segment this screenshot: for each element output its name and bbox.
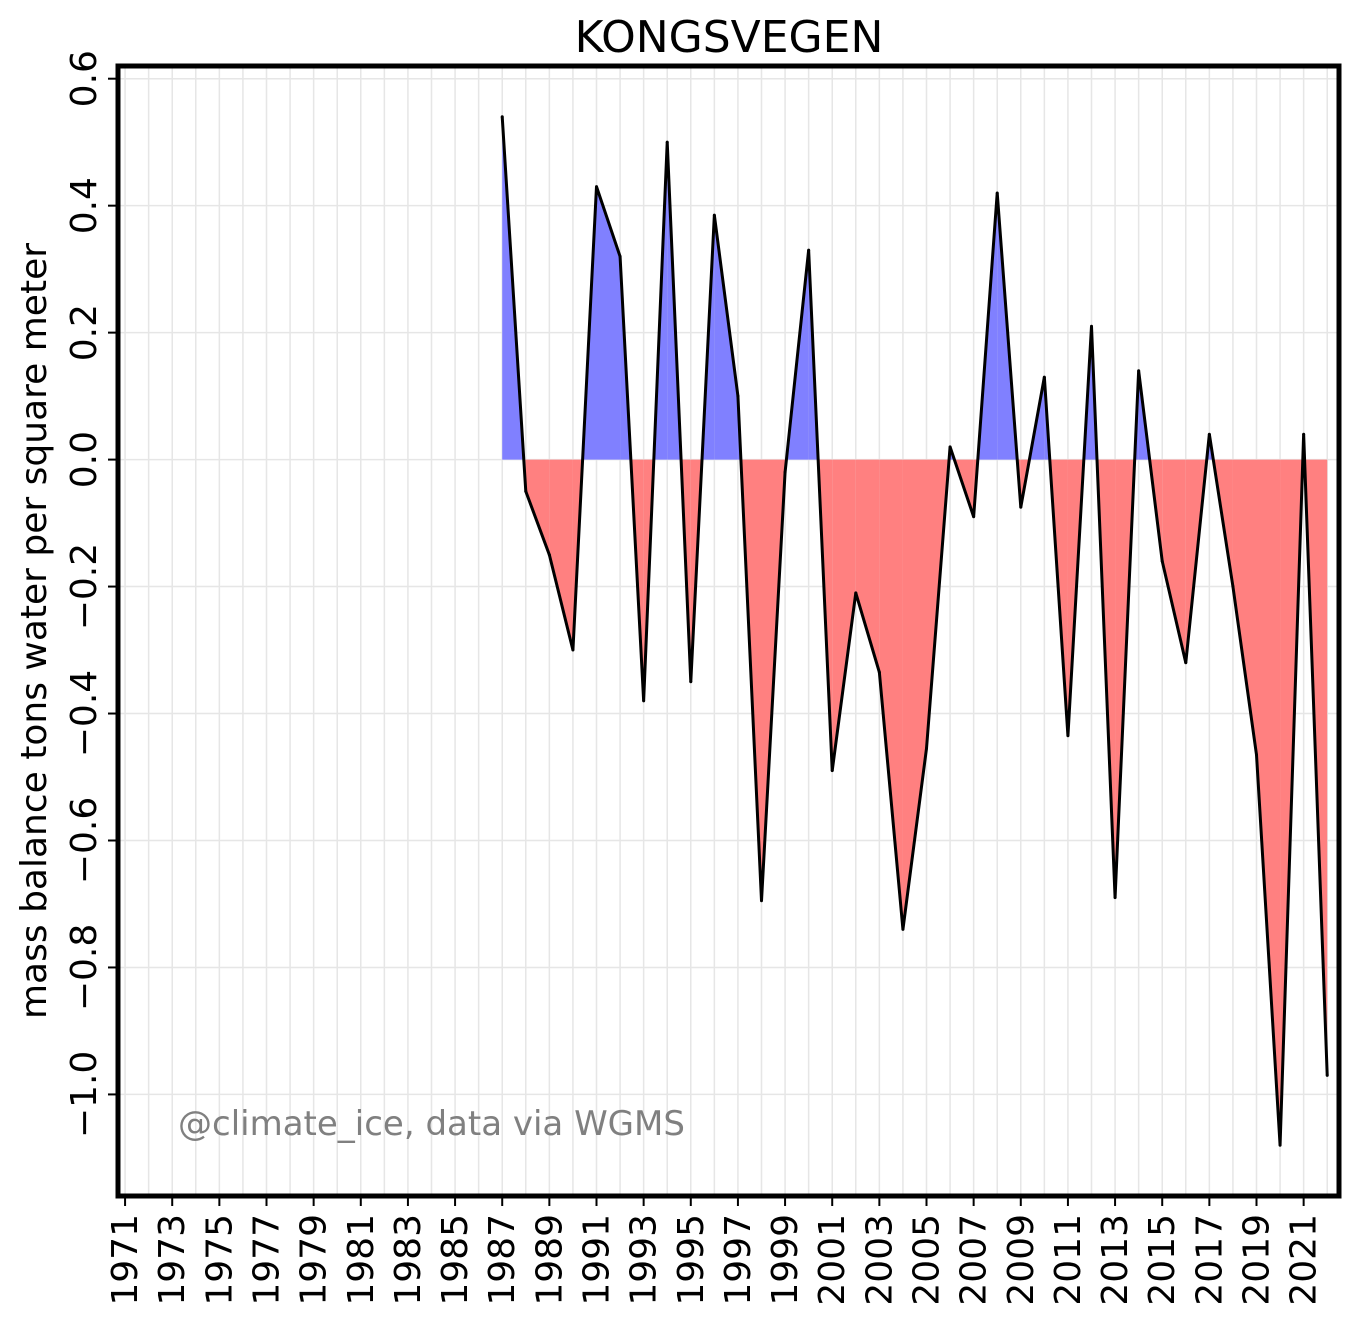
y-tick-label: 0.4: [64, 177, 105, 234]
negative-area: [1256, 459, 1281, 1146]
positive-area: [714, 215, 738, 460]
x-tick-label: 1997: [718, 1214, 759, 1306]
data-point-2017: [1207, 432, 1211, 436]
x-tick-label: 1995: [671, 1214, 712, 1306]
data-point-2021: [1302, 432, 1306, 436]
chart-title: KONGSVEGEN: [575, 12, 884, 63]
y-tick-label: 0.0: [64, 431, 105, 488]
data-point-1992: [618, 254, 622, 258]
negative-area: [1162, 459, 1186, 663]
y-tick-label: 0.2: [64, 304, 105, 361]
y-tick-label: −0.6: [64, 797, 105, 884]
x-tick-label: 1977: [247, 1214, 288, 1306]
data-point-1987: [500, 115, 504, 119]
y-axis-label: mass balance tons water per square meter: [14, 243, 55, 1019]
x-tick-label: 1981: [341, 1214, 382, 1306]
y-tick-label: −0.4: [64, 670, 105, 757]
data-point-2019: [1255, 753, 1258, 757]
x-tick-label: 2005: [907, 1214, 948, 1306]
data-point-2004: [901, 927, 905, 931]
data-point-2003: [877, 670, 881, 674]
y-axis-ticks: 0.6 0.4 0.2 0.0 −0.2 −0.4 −0.6 −0.8 −1.0: [64, 50, 118, 1138]
x-tick-label: 1985: [435, 1214, 476, 1306]
x-tick-label: 2001: [812, 1214, 853, 1306]
data-point-2018: [1231, 585, 1235, 589]
x-tick-label: 1983: [388, 1214, 429, 1306]
data-point-2005: [925, 746, 928, 750]
data-point-2001: [830, 769, 834, 773]
data-point-2010: [1042, 375, 1046, 379]
data-point-1995: [689, 680, 693, 684]
x-tick-label: 2011: [1048, 1214, 1089, 1306]
x-tick-label: 1987: [482, 1214, 523, 1306]
x-tick-label: 2015: [1142, 1214, 1183, 1306]
y-tick-label: −1.0: [64, 1051, 105, 1138]
data-point-1993: [642, 699, 646, 703]
x-tick-label: 1991: [577, 1214, 618, 1306]
x-tick-label: 1993: [624, 1214, 665, 1306]
data-point-2000: [807, 248, 811, 252]
data-point-2012: [1090, 324, 1093, 328]
data-point-2006: [948, 445, 952, 449]
data-point-2009: [1019, 505, 1023, 509]
data-point-2007: [972, 515, 976, 519]
area-fills: [502, 116, 1328, 1146]
data-point-1999: [783, 470, 787, 474]
x-tick-label: 1989: [529, 1214, 570, 1306]
data-point-1991: [595, 185, 598, 189]
x-tick-label: 2007: [954, 1214, 995, 1306]
positive-area: [596, 186, 621, 460]
negative-area: [879, 459, 903, 930]
negative-area: [549, 459, 573, 651]
data-point-2011: [1066, 734, 1070, 738]
negative-area: [855, 459, 880, 673]
x-tick-label: 1973: [152, 1214, 193, 1306]
x-tick-label: 1979: [294, 1214, 335, 1306]
data-points: [500, 115, 1329, 1147]
data-point-1997: [736, 394, 740, 398]
x-tick-label: 1999: [765, 1214, 806, 1306]
x-tick-label: 2003: [859, 1214, 900, 1306]
x-tick-label: 2009: [1001, 1214, 1042, 1306]
watermark-annotation: @climate_ice, data via WGMS: [178, 1104, 685, 1144]
gridlines: [118, 66, 1339, 1196]
series-line: [500, 116, 1329, 1146]
negative-area: [525, 459, 550, 555]
y-tick-label: 0.6: [64, 50, 105, 107]
x-axis-ticks: 1971 1973 1975 1977 1979 1981 1983 1985 1987 1989…: [105, 1196, 1325, 1306]
plot-frame: [115, 63, 1342, 1199]
x-tick-label: 2017: [1189, 1214, 1230, 1306]
data-point-2002: [854, 591, 858, 595]
data-point-1996: [712, 213, 716, 217]
x-tick-label: 2019: [1237, 1214, 1278, 1306]
data-point-2015: [1160, 559, 1164, 563]
data-point-2020: [1278, 1143, 1282, 1147]
x-tick-label: 1975: [199, 1214, 240, 1306]
negative-area: [1232, 459, 1257, 755]
mass-balance-line: [500, 116, 1329, 1146]
negative-area: [832, 459, 856, 771]
data-point-2014: [1137, 369, 1141, 373]
x-tick-label: 1971: [105, 1214, 146, 1306]
data-point-2016: [1184, 661, 1188, 665]
data-point-1988: [524, 489, 528, 493]
data-point-1994: [665, 140, 669, 144]
data-point-2008: [995, 191, 999, 195]
data-point-2013: [1113, 896, 1117, 900]
x-tick-label: 2021: [1284, 1214, 1325, 1306]
data-point-1990: [571, 648, 575, 652]
y-tick-label: −0.8: [64, 924, 105, 1011]
data-point-1998: [760, 899, 763, 903]
data-point-1989: [547, 553, 551, 557]
x-tick-label: 2013: [1095, 1214, 1136, 1306]
data-point-2022: [1325, 1073, 1329, 1077]
y-tick-label: −0.2: [64, 543, 105, 630]
negative-area: [902, 459, 927, 930]
